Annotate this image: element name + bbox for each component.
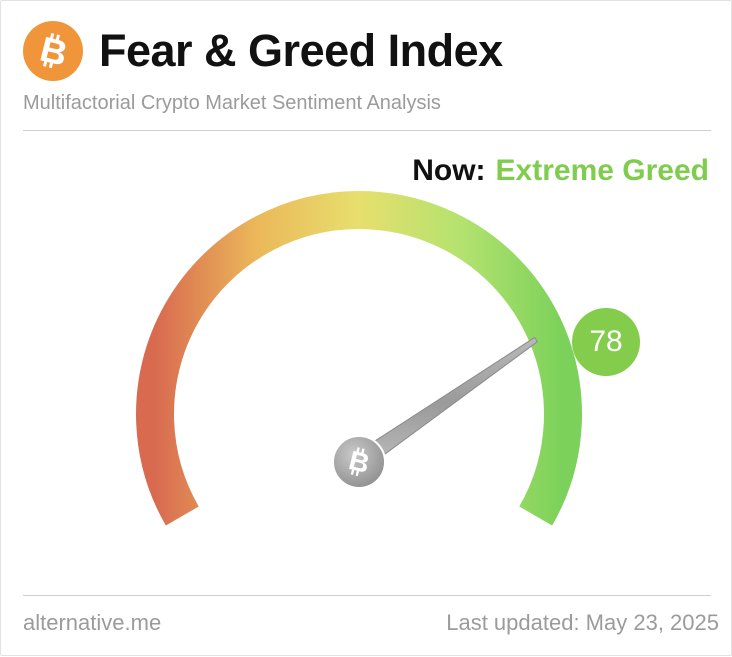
widget-header: Fear & Greed Index xyxy=(23,21,503,81)
header-divider xyxy=(23,130,711,131)
bitcoin-icon xyxy=(349,447,369,477)
last-updated: Last updated: May 23, 2025 xyxy=(446,610,719,635)
page-subtitle: Multifactorial Crypto Market Sentiment A… xyxy=(23,92,441,114)
bitcoin-logo xyxy=(23,21,83,81)
gauge-hub xyxy=(332,435,386,489)
page-title: Fear & Greed Index xyxy=(99,25,503,76)
score-badge: 78 xyxy=(572,308,640,376)
gauge-arc xyxy=(136,191,582,526)
bitcoin-icon xyxy=(40,33,66,69)
now-label: Now: xyxy=(412,154,486,187)
sentiment-classification: Extreme Greed xyxy=(495,154,709,187)
footer-divider xyxy=(23,595,711,596)
current-status: Now: Extreme Greed xyxy=(412,154,709,188)
score-value: 78 xyxy=(589,325,623,358)
source-link[interactable]: alternative.me xyxy=(23,610,162,635)
